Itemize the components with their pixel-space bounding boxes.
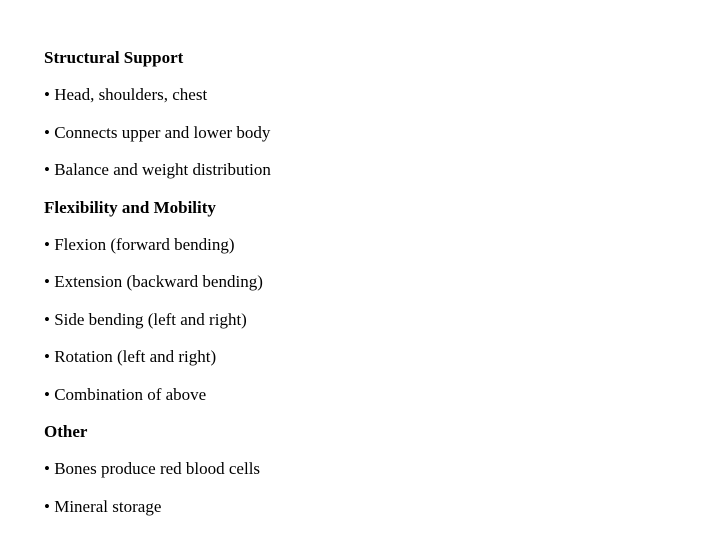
list-item: • Balance and weight distribution [44,160,720,180]
bullet-icon: • [44,85,54,104]
list-item: • Combination of above [44,385,720,405]
list-item: • Extension (backward bending) [44,272,720,292]
list-item: • Bones produce red blood cells [44,459,720,479]
bullet-icon: • [44,347,54,366]
list-item: • Side bending (left and right) [44,310,720,330]
list-item: • Head, shoulders, chest [44,85,720,105]
bullet-icon: • [44,160,54,179]
list-item-text: Balance and weight distribution [54,160,271,179]
document-page: Structural Support • Head, shoulders, ch… [0,0,720,517]
bullet-icon: • [44,310,54,329]
list-item-text: Combination of above [54,385,206,404]
list-item: • Rotation (left and right) [44,347,720,367]
section-heading: Flexibility and Mobility [44,198,720,218]
bullet-icon: • [44,272,54,291]
list-item: • Connects upper and lower body [44,123,720,143]
list-item-text: Head, shoulders, chest [54,85,207,104]
list-item-text: Bones produce red blood cells [54,459,260,478]
bullet-icon: • [44,459,54,478]
section-heading: Structural Support [44,48,720,68]
list-item-text: Side bending (left and right) [54,310,247,329]
list-item: • Mineral storage [44,497,720,517]
list-item-text: Rotation (left and right) [54,347,216,366]
list-item-text: Flexion (forward bending) [54,235,234,254]
list-item-text: Mineral storage [54,497,161,516]
section-heading: Other [44,422,720,442]
list-item-text: Extension (backward bending) [54,272,263,291]
bullet-icon: • [44,235,54,254]
bullet-icon: • [44,385,54,404]
bullet-icon: • [44,497,54,516]
bullet-icon: • [44,123,54,142]
list-item: • Flexion (forward bending) [44,235,720,255]
list-item-text: Connects upper and lower body [54,123,270,142]
